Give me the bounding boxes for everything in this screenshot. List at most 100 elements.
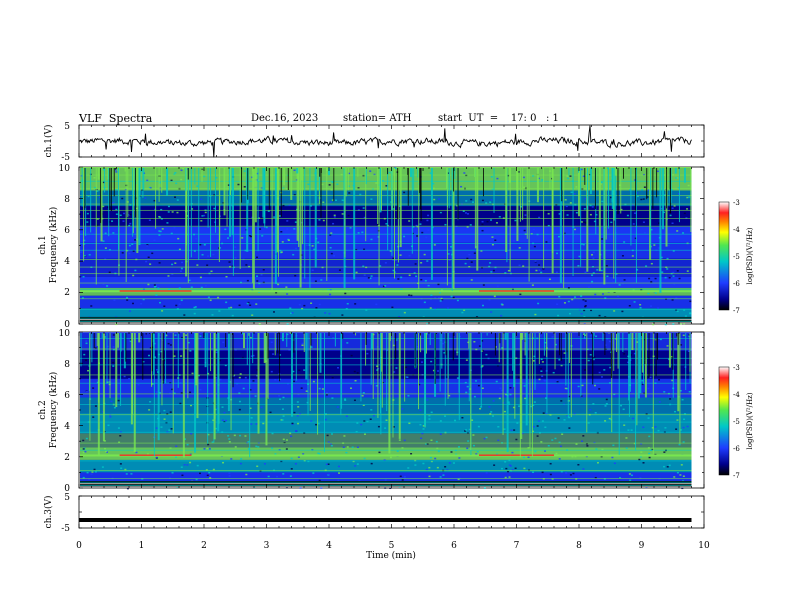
spectrogram-cell <box>360 423 363 426</box>
spectrogram-cell <box>617 333 619 369</box>
spectrogram-cell <box>171 211 174 213</box>
spectrogram-cell <box>394 167 397 170</box>
spectrogram-cell <box>155 294 158 296</box>
spectrogram-cell <box>267 210 270 212</box>
spectrogram-cell <box>536 425 539 427</box>
spectrogram-cell <box>641 333 644 373</box>
spectrogram-cell <box>246 279 249 282</box>
spectrogram-cell <box>618 333 620 455</box>
spectrogram-cell <box>294 221 297 223</box>
spectrogram-cell <box>255 445 258 448</box>
spectrogram-cell <box>658 222 661 224</box>
spectrogram-cell <box>174 171 177 174</box>
spectrogram-cell <box>112 348 115 351</box>
spectrogram-cell <box>143 168 145 190</box>
spectrogram-cell <box>584 168 586 185</box>
spectrogram-cell <box>568 427 571 429</box>
spectrogram-cell <box>440 289 443 291</box>
spectrogram-cell <box>671 222 674 224</box>
spectrogram-cell <box>474 380 477 382</box>
spectrogram-cell <box>687 184 690 187</box>
spectrogram-cell <box>450 246 453 248</box>
spectrogram-cell <box>180 299 183 302</box>
spectrogram-cell <box>207 255 210 257</box>
spectrogram-cell <box>145 260 148 263</box>
spectrogram-cell <box>511 451 514 454</box>
spectrogram-cell <box>263 463 266 465</box>
spectrogram-cell <box>629 333 631 392</box>
spectrogram-cell <box>636 333 638 426</box>
spectrogram-cell <box>689 333 691 372</box>
spectrogram-cell <box>165 334 168 337</box>
spectrogram-cell <box>620 208 623 211</box>
spectrogram-cell <box>419 423 422 426</box>
spectrogram-cell <box>97 168 100 180</box>
spectrogram-cell <box>675 428 678 430</box>
spectrogram-cell <box>234 349 237 351</box>
spectrogram-cell <box>282 204 285 207</box>
spectrogram-cell <box>238 376 241 379</box>
spectrogram-cell <box>163 409 166 412</box>
spectrogram-cell <box>115 213 118 215</box>
spectrogram-cell <box>365 168 367 242</box>
spectrogram-cell <box>213 194 216 196</box>
spectrogram-cell <box>612 444 615 447</box>
ch3-ylabel: ch.3(V) <box>43 496 54 529</box>
spectrogram-cell <box>337 479 340 482</box>
spectrogram-cell <box>210 333 212 372</box>
spectrogram-cell <box>563 232 566 235</box>
spectrogram-cell <box>410 453 413 455</box>
spectrogram-cell <box>413 168 415 191</box>
spectrogram-cell <box>219 247 222 249</box>
spectrogram-cell <box>575 443 578 445</box>
spectrogram-cell <box>310 205 313 207</box>
spectrogram-cell <box>378 168 380 286</box>
spectrogram-cell <box>688 196 691 198</box>
spectrogram-cell <box>92 416 95 418</box>
spectrogram-cell <box>342 446 345 448</box>
spectrogram-cell <box>310 302 313 304</box>
spectrogram-cell <box>643 231 646 234</box>
spectrogram-cell <box>650 262 653 265</box>
spectrogram-cell <box>491 236 494 238</box>
spectrogram-cell <box>483 437 486 440</box>
spectrogram-cell <box>426 443 429 445</box>
spectrogram-cell <box>256 256 259 259</box>
spectrogram-cell <box>228 261 231 263</box>
spectrogram-cell <box>245 473 248 476</box>
spectrogram-cell <box>488 299 491 301</box>
spectrogram-cell <box>341 314 344 316</box>
spectrogram-cell <box>120 333 122 406</box>
xtick-5: 5 <box>389 541 395 551</box>
spectrogram-cell <box>538 333 540 365</box>
spectrogram-cell <box>622 408 625 411</box>
spectrogram-cell <box>153 333 155 457</box>
spectrogram-cell <box>616 333 618 352</box>
spectrogram-cell <box>200 286 203 289</box>
station-label: station= ATH <box>343 113 412 124</box>
spectrogram-cell <box>680 464 683 466</box>
spectrogram-cell <box>304 168 306 279</box>
spectrogram-cell <box>317 422 320 425</box>
spectrogram-cell <box>545 211 548 214</box>
spectrogram-cell <box>299 168 302 288</box>
spectrogram-cell <box>456 299 459 302</box>
spectrogram-cell <box>678 168 680 223</box>
spectrogram-cell <box>281 241 284 243</box>
spectrogram-cell <box>175 445 178 448</box>
spectrogram-cell <box>130 333 133 425</box>
spectrogram-cell <box>481 223 484 226</box>
spectrogram-cell <box>204 333 207 368</box>
spectrogram-cell <box>357 168 359 177</box>
spectrogram-cell <box>296 168 299 241</box>
spectrogram-cell <box>547 444 550 447</box>
spectrogram-cell <box>207 443 210 446</box>
spectrogram-cell <box>445 168 447 189</box>
spectrogram-cell <box>567 177 570 180</box>
spectrogram-cell <box>80 298 692 300</box>
spectrogram-cell <box>291 422 294 425</box>
spectrogram-cell <box>583 208 586 210</box>
spectrogram-cell <box>425 468 428 471</box>
spectrogram-cell <box>605 265 608 267</box>
spectrogram-cell <box>658 379 661 381</box>
